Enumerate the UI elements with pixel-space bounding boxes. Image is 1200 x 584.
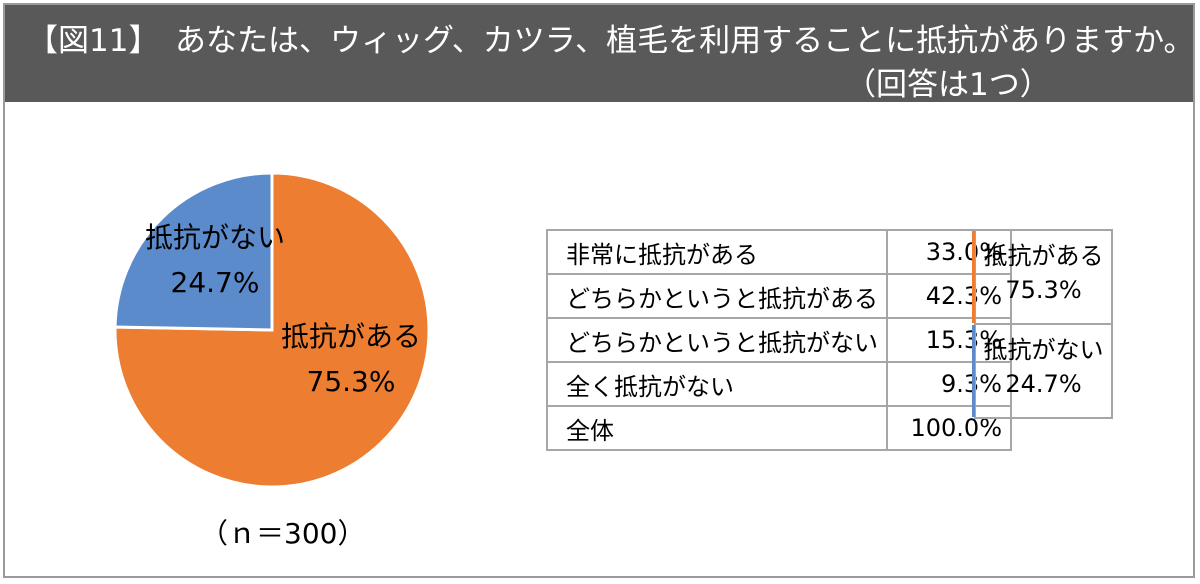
table-row: 非常に抵抗がある 33.0% (546, 229, 1012, 275)
figure-subtitle: （回答は1つ） (845, 67, 1051, 103)
row-label: どちらかというと抵抗がない (546, 317, 888, 363)
row-value: 33.0% (886, 229, 1012, 275)
group-label-not-resistant: 抵抗がない (983, 336, 1104, 364)
figure-header: 【図11】 あなたは、ウィッグ、カツラ、植毛を利用することに抵抗がありますか。 … (5, 5, 1195, 103)
slice-label-yes-text: 抵抗がある (281, 320, 422, 353)
table-row: 全く抵抗がない 9.3% (546, 361, 1012, 407)
slice-label-yes-value: 75.3% (306, 365, 396, 398)
breakdown-table: 非常に抵抗がある 33.0% どちらかというと抵抗がある 42.3% どちらかと… (546, 229, 1012, 451)
row-value: 9.3% (886, 361, 1012, 407)
slice-label-no-text: 抵抗がない (145, 221, 286, 254)
group-summary-not-resistant: 抵抗がない 24.7% (974, 323, 1113, 419)
group-value-not-resistant: 24.7% (1005, 370, 1082, 398)
row-value: 42.3% (886, 273, 1012, 319)
group-label-resistant: 抵抗がある (983, 242, 1104, 270)
row-label-total: 全体 (546, 405, 888, 451)
group-value-resistant: 75.3% (1005, 276, 1082, 304)
slice-label-yes: 抵抗がある 75.3% (281, 315, 421, 398)
table-row: 全体 100.0% (546, 405, 1012, 451)
slice-label-no-value: 24.7% (170, 266, 260, 299)
row-label: 全く抵抗がない (546, 361, 888, 407)
slice-label-no: 抵抗がない 24.7% (145, 216, 285, 299)
pie-slice-1 (113, 171, 274, 332)
table-row: どちらかというと抵抗がある 42.3% (546, 273, 1012, 319)
figure-title: 【図11】 あなたは、ウィッグ、カツラ、植毛を利用することに抵抗がありますか。 (27, 23, 1195, 59)
table-row: どちらかというと抵抗がない 15.3% (546, 317, 1012, 363)
pie-slices (113, 171, 431, 489)
group-summary-resistant: 抵抗がある 75.3% (974, 229, 1113, 325)
group-bracket-resistant (972, 231, 975, 323)
group-bracket-not-resistant (972, 325, 975, 417)
row-label: 非常に抵抗がある (546, 229, 888, 275)
sample-size-label: （ｎ＝300） (200, 517, 366, 550)
row-label: どちらかというと抵抗がある (546, 273, 888, 319)
row-value: 15.3% (886, 317, 1012, 363)
